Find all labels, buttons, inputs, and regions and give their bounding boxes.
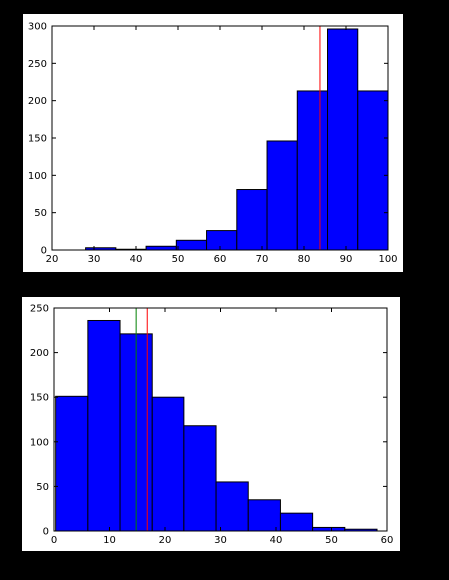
- histogram-bar: [327, 28, 359, 251]
- histogram-bar: [87, 319, 121, 532]
- y-tick-label: 150: [28, 134, 47, 145]
- y-tick-label: 50: [34, 208, 47, 219]
- x-tick-label: 30: [214, 535, 227, 546]
- y-tick-label: 200: [28, 96, 47, 107]
- y-tick-label: 250: [30, 304, 49, 315]
- x-tick-label: 0: [51, 535, 57, 546]
- histogram-bar: [183, 425, 217, 532]
- histogram-bar: [206, 230, 238, 251]
- y-tick-label: 0: [43, 527, 49, 538]
- histogram-bar: [151, 396, 185, 532]
- y-tick-label: 100: [30, 437, 49, 448]
- y-tick-label: 150: [30, 393, 49, 404]
- histogram-bar: [55, 395, 89, 532]
- y-tick-label: 200: [30, 348, 49, 359]
- x-tick-label: 40: [130, 254, 143, 265]
- y-tick-label: 300: [28, 22, 47, 33]
- x-tick-label: 20: [46, 254, 59, 265]
- x-tick-label: 20: [159, 535, 172, 546]
- histogram-bar: [247, 499, 281, 532]
- x-tick-label: 60: [381, 535, 394, 546]
- y-tick-label: 250: [28, 59, 47, 70]
- histogram-bar: [266, 140, 298, 251]
- histogram-bar: [279, 512, 314, 532]
- histogram-bar: [312, 526, 346, 532]
- x-tick-label: 10: [103, 535, 116, 546]
- y-tick-label: 0: [41, 246, 47, 257]
- x-tick-label: 30: [88, 254, 101, 265]
- x-tick-label: 40: [270, 535, 283, 546]
- x-tick-label: 100: [378, 254, 397, 265]
- y-tick-label: 50: [36, 482, 49, 493]
- histogram-bar: [215, 481, 249, 532]
- x-tick-label: 80: [298, 254, 311, 265]
- histogram-bar: [296, 90, 329, 251]
- histogram-bar: [236, 189, 268, 251]
- x-tick-label: 70: [256, 254, 269, 265]
- x-tick-label: 50: [172, 254, 185, 265]
- y-tick-label: 100: [28, 171, 47, 182]
- histogram-bar: [357, 90, 389, 251]
- histogram-bottom: 0 10 20 30 40 50 60 0 50 100 150 200 250: [30, 304, 393, 547]
- x-tick-label: 60: [214, 254, 227, 265]
- x-tick-label: 90: [340, 254, 353, 265]
- histogram-top: 20 30 40 50 60 70 80 90 100 0 50 100 150 200 250 300: [28, 22, 398, 266]
- histogram-bar: [145, 245, 177, 251]
- x-tick-label: 50: [325, 535, 338, 546]
- histogram-bar: [175, 239, 208, 251]
